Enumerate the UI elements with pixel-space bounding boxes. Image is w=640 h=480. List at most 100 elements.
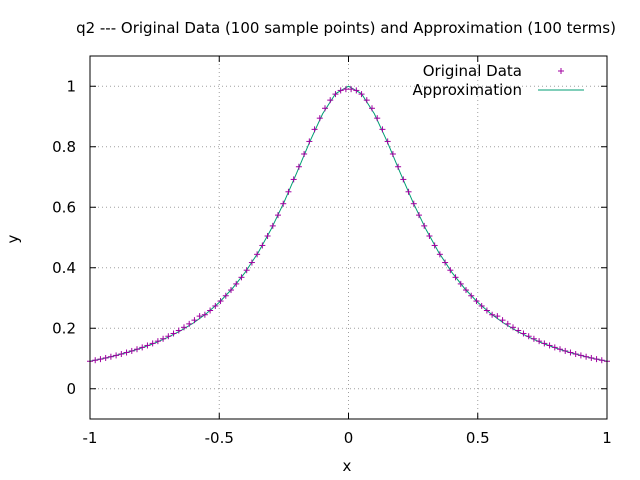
data-point-marker bbox=[311, 126, 318, 133]
x-tick-label: 0.5 bbox=[466, 429, 490, 447]
data-point-marker bbox=[254, 251, 261, 258]
data-point-marker bbox=[389, 151, 396, 158]
data-point-marker bbox=[473, 298, 480, 305]
data-point-marker bbox=[332, 91, 339, 98]
data-point-marker bbox=[191, 317, 198, 324]
data-point-marker bbox=[238, 274, 245, 281]
data-point-marker bbox=[306, 138, 313, 145]
data-point-marker bbox=[410, 200, 417, 207]
x-tick-label: 0 bbox=[344, 429, 354, 447]
data-point-marker bbox=[468, 292, 475, 299]
data-point-marker bbox=[421, 222, 428, 229]
data-point-marker bbox=[301, 151, 308, 158]
data-point-marker bbox=[447, 267, 454, 274]
x-axis-label: x bbox=[343, 457, 352, 475]
data-point-marker bbox=[290, 176, 297, 183]
data-point-marker bbox=[557, 346, 564, 353]
data-point-marker bbox=[160, 335, 167, 342]
data-point-marker bbox=[322, 105, 329, 112]
data-point-marker bbox=[405, 188, 412, 195]
data-point-marker bbox=[442, 259, 449, 266]
data-point-marker bbox=[426, 232, 433, 239]
data-point-marker bbox=[139, 344, 146, 351]
data-point-marker bbox=[577, 352, 584, 359]
x-tick-label: 1 bbox=[602, 429, 612, 447]
legend-label: Original Data bbox=[423, 62, 522, 80]
data-point-marker bbox=[175, 327, 182, 334]
y-tick-label: 0 bbox=[66, 380, 76, 398]
data-point-marker bbox=[462, 287, 469, 294]
data-point-marker bbox=[536, 338, 543, 345]
y-tick-label: 0.4 bbox=[52, 259, 76, 277]
data-point-marker bbox=[546, 342, 553, 349]
data-point-marker bbox=[494, 313, 501, 320]
data-point-marker bbox=[118, 351, 125, 358]
data-point-marker bbox=[572, 351, 579, 358]
data-point-marker bbox=[243, 267, 250, 274]
data-point-marker bbox=[395, 163, 402, 170]
series-points bbox=[87, 86, 610, 365]
data-point-marker bbox=[280, 200, 287, 207]
data-point-marker bbox=[551, 344, 558, 351]
data-point-marker bbox=[525, 333, 532, 340]
data-point-marker bbox=[212, 302, 219, 309]
data-point-marker bbox=[180, 324, 187, 331]
y-tick-label: 0.6 bbox=[52, 198, 76, 216]
data-point-marker bbox=[489, 311, 496, 318]
data-point-marker bbox=[269, 222, 276, 229]
data-point-marker bbox=[363, 97, 370, 104]
data-point-marker bbox=[128, 347, 135, 354]
data-point-marker bbox=[431, 242, 438, 249]
x-tick-label: -1 bbox=[83, 429, 98, 447]
plot-frame bbox=[89, 55, 608, 420]
data-point-marker bbox=[400, 176, 407, 183]
data-point-marker bbox=[384, 138, 391, 145]
data-point-marker bbox=[541, 340, 548, 347]
data-point-marker bbox=[170, 330, 177, 337]
data-point-marker bbox=[201, 311, 208, 318]
data-point-marker bbox=[259, 242, 266, 249]
data-point-marker bbox=[186, 320, 193, 327]
data-point-marker bbox=[588, 354, 595, 361]
grid-lines bbox=[90, 56, 607, 419]
legend-marker-sample bbox=[558, 68, 564, 74]
data-point-marker bbox=[217, 298, 224, 305]
y-tick-label: 0.8 bbox=[52, 138, 76, 156]
y-axis-label: y bbox=[4, 234, 22, 243]
y-tick-label: 1 bbox=[66, 77, 76, 95]
y-tick-label: 0.2 bbox=[52, 319, 76, 337]
data-point-marker bbox=[228, 287, 235, 294]
data-point-marker bbox=[337, 87, 344, 94]
axis-ticks: -1 -0.5 0 0.5 1 0 0.2 0.4 0.6 0.8 1 bbox=[52, 56, 612, 447]
data-point-marker bbox=[515, 327, 522, 334]
data-point-marker bbox=[379, 126, 386, 133]
data-point-marker bbox=[92, 357, 99, 364]
data-point-marker bbox=[133, 346, 140, 353]
data-point-marker bbox=[342, 86, 349, 93]
data-point-marker bbox=[583, 353, 590, 360]
data-point-marker bbox=[233, 280, 240, 287]
data-point-marker bbox=[285, 188, 292, 195]
x-tick-label: -0.5 bbox=[205, 429, 234, 447]
data-point-marker bbox=[97, 356, 104, 363]
data-point-marker bbox=[499, 317, 506, 324]
legend-label: Approximation bbox=[413, 81, 522, 99]
data-point-marker bbox=[222, 292, 229, 299]
data-point-marker bbox=[530, 335, 537, 342]
data-point-marker bbox=[598, 357, 605, 364]
data-point-marker bbox=[368, 105, 375, 112]
data-point-marker bbox=[520, 330, 527, 337]
data-point-marker bbox=[358, 91, 365, 98]
data-point-marker bbox=[593, 356, 600, 363]
data-point-marker bbox=[478, 302, 485, 309]
data-point-marker bbox=[165, 333, 172, 340]
data-point-marker bbox=[113, 352, 120, 359]
data-point-marker bbox=[149, 340, 156, 347]
chart-title: q2 --- Original Data (100 sample points)… bbox=[76, 19, 616, 37]
data-point-marker bbox=[353, 87, 360, 94]
data-point-marker bbox=[207, 307, 214, 314]
data-point-marker bbox=[248, 259, 255, 266]
data-point-marker bbox=[483, 307, 490, 314]
